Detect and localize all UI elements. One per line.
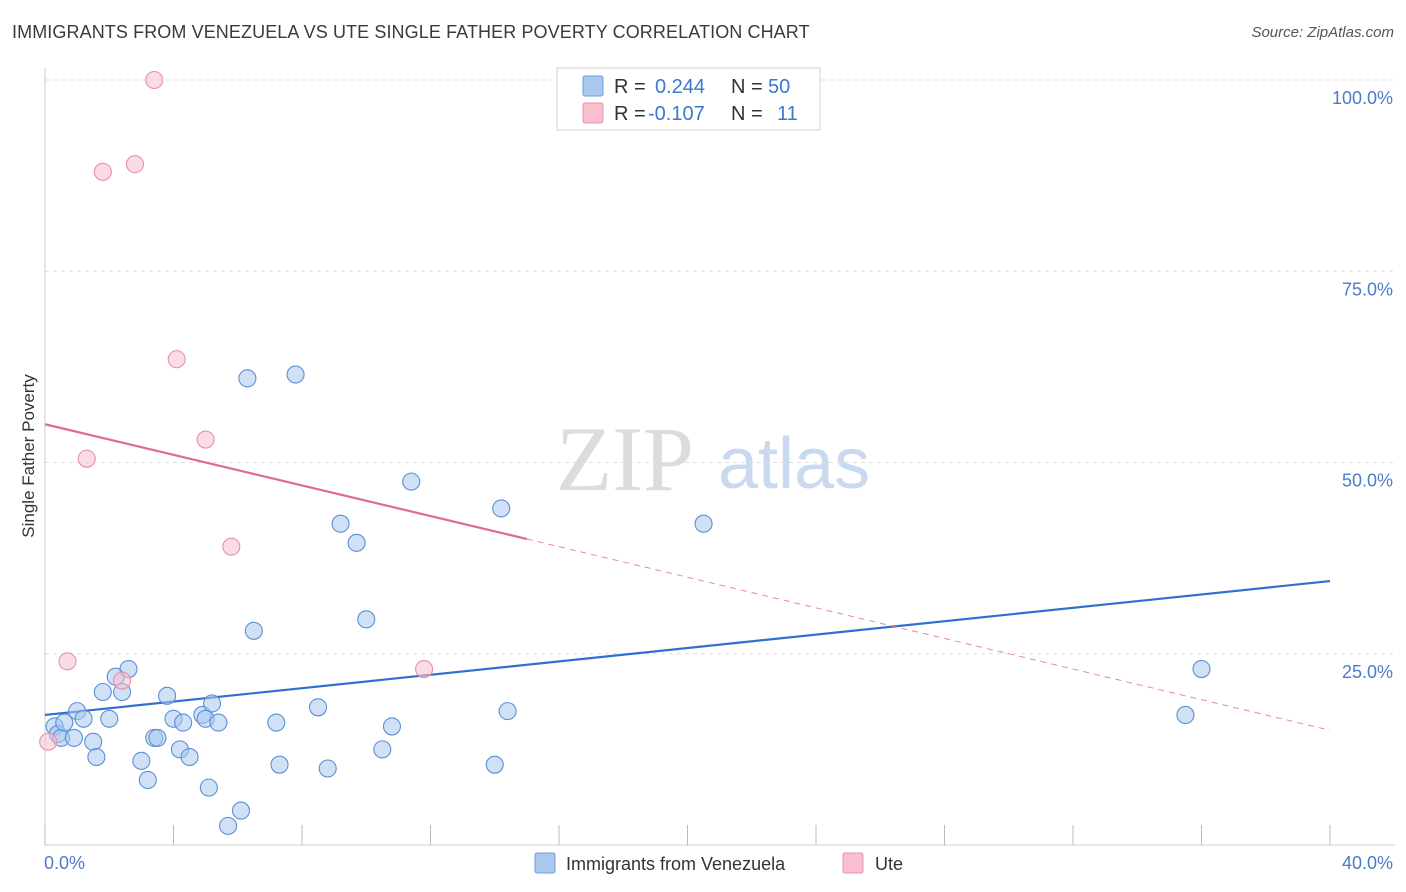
point-venezuela-28 xyxy=(219,816,238,835)
point-venezuela-45 xyxy=(498,702,517,721)
y-tick-label-75: 75.0% xyxy=(1342,279,1393,299)
point-venezuela-31 xyxy=(244,621,263,640)
point-ute-8 xyxy=(196,430,215,449)
point-venezuela-39 xyxy=(357,610,376,629)
point-venezuela-4 xyxy=(64,728,83,747)
legend-n-value-venezuela: 50 xyxy=(768,76,790,98)
point-ute-10 xyxy=(415,659,434,679)
point-venezuela-46 xyxy=(694,514,713,533)
legend-n-label-ute: N = xyxy=(731,103,763,125)
point-venezuela-10 xyxy=(100,709,119,728)
legend: R = 0.244 N = 50 R = -0.107 N = 11 xyxy=(556,67,821,131)
axes xyxy=(44,68,1395,846)
bottom-legend: Immigrants from Venezuela Ute xyxy=(534,852,903,874)
point-venezuela-30 xyxy=(238,369,257,388)
point-ute-1 xyxy=(58,652,77,671)
point-venezuela-14 xyxy=(132,751,151,770)
point-venezuela-47 xyxy=(1176,705,1195,725)
y-tick-labels: 25.0% 50.0% 75.0% 100.0% xyxy=(1332,88,1393,682)
point-venezuela-15 xyxy=(138,770,157,790)
point-venezuela-37 xyxy=(331,514,350,533)
legend-swatch-venezuela xyxy=(582,75,604,97)
source-label: Source: ZipAtlas.com xyxy=(1251,24,1394,41)
legend-r-label-venezuela: R = xyxy=(614,76,646,98)
trendline-ute xyxy=(44,423,528,541)
point-venezuela-9 xyxy=(93,682,112,702)
point-venezuela-3 xyxy=(55,713,74,732)
point-venezuela-27 xyxy=(209,713,228,732)
point-venezuela-35 xyxy=(309,698,328,717)
legend-r-value-venezuela: 0.244 xyxy=(655,76,705,98)
point-ute-5 xyxy=(125,155,144,174)
data-points xyxy=(39,70,1211,835)
x-tick-label-min: 0.0% xyxy=(44,853,85,873)
x-tick-label-max: 40.0% xyxy=(1342,853,1393,873)
y-tick-label-50: 50.0% xyxy=(1342,471,1393,491)
point-venezuela-21 xyxy=(174,713,193,732)
point-venezuela-8 xyxy=(87,747,106,767)
point-venezuela-7 xyxy=(84,732,103,751)
point-venezuela-40 xyxy=(373,740,392,759)
point-venezuela-32 xyxy=(267,713,286,732)
trendline-ute-extension xyxy=(526,538,1331,731)
point-venezuela-17 xyxy=(148,728,167,747)
trendlines xyxy=(44,423,1331,731)
trendline-venezuela xyxy=(44,579,1331,717)
point-venezuela-33 xyxy=(270,755,289,774)
point-ute-7 xyxy=(167,350,186,369)
point-ute-4 xyxy=(113,671,132,690)
y-tick-label-100: 100.0% xyxy=(1332,88,1393,108)
point-venezuela-38 xyxy=(347,533,366,552)
point-venezuela-44 xyxy=(492,499,511,518)
point-venezuela-22 xyxy=(180,747,199,767)
bottom-legend-label-ute: Ute xyxy=(875,854,903,874)
point-venezuela-29 xyxy=(231,801,251,820)
point-ute-9 xyxy=(222,537,241,556)
watermark-atlas: atlas xyxy=(718,424,870,504)
point-venezuela-26 xyxy=(203,694,222,713)
watermark-zip: ZIP xyxy=(556,408,694,510)
point-venezuela-41 xyxy=(382,717,402,736)
bottom-legend-swatch-ute xyxy=(842,852,864,874)
legend-r-value-ute: -0.107 xyxy=(648,103,705,125)
gridlines xyxy=(45,79,1395,655)
legend-r-label-ute: R = xyxy=(614,103,646,125)
y-tick-label-25: 25.0% xyxy=(1342,662,1393,682)
bottom-legend-swatch-venezuela xyxy=(534,852,556,874)
point-ute-6 xyxy=(145,70,164,90)
point-ute-0 xyxy=(39,732,58,751)
point-venezuela-34 xyxy=(286,365,305,384)
legend-n-value-ute: 11 xyxy=(777,103,798,125)
point-ute-3 xyxy=(93,162,112,181)
point-venezuela-48 xyxy=(1192,659,1211,679)
point-venezuela-25 xyxy=(199,778,218,797)
point-venezuela-36 xyxy=(318,759,337,778)
y-axis-label: Single Father Poverty xyxy=(19,374,38,538)
point-venezuela-43 xyxy=(485,755,504,774)
legend-n-label-venezuela: N = xyxy=(731,76,763,98)
bottom-legend-label-venezuela: Immigrants from Venezuela xyxy=(566,854,786,874)
point-venezuela-42 xyxy=(402,472,421,491)
point-venezuela-18 xyxy=(158,686,177,705)
point-venezuela-6 xyxy=(74,709,93,728)
chart-title: IMMIGRANTS FROM VENEZUELA VS UTE SINGLE … xyxy=(12,22,810,42)
legend-swatch-ute xyxy=(582,102,604,124)
point-ute-2 xyxy=(77,449,96,468)
